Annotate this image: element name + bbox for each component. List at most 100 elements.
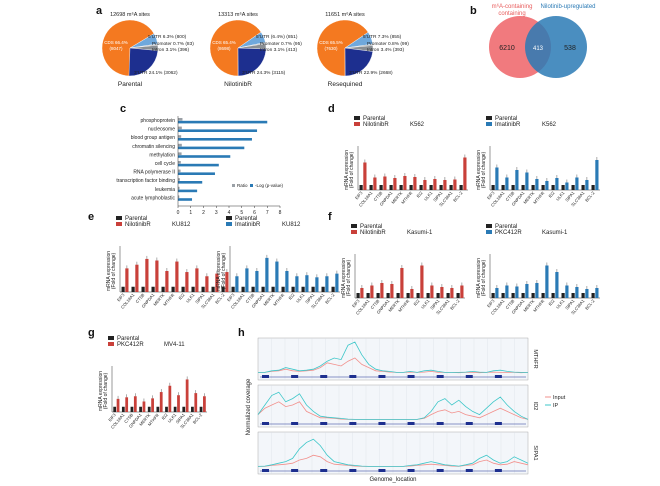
gene-exon (291, 375, 299, 378)
bar-parental (251, 286, 255, 292)
bar-resistant (585, 289, 589, 298)
c-x-tick-label: 1 (189, 210, 192, 216)
bar-parental (551, 185, 555, 190)
bar-gene-label: BCL-2 (452, 190, 464, 203)
legend-resistant: NilotinibR (363, 122, 389, 128)
bar-resistant (145, 258, 149, 292)
panel-h-coverage: MTHFR ID2 SIPA1 Normalized coverage Genome_l… (246, 337, 566, 483)
gene-exon (465, 375, 473, 378)
bar-y-label-2: (Fold of change) (111, 252, 117, 289)
bar-gene-label: EIF3 (116, 292, 126, 303)
bar-gene-label: SIPA1 (432, 190, 444, 203)
bar-parental (446, 293, 450, 298)
bar-resistant (575, 177, 579, 190)
c-category-label: cell cycle (155, 161, 176, 167)
bar-resistant (168, 385, 172, 412)
c-bar-ratio (178, 161, 181, 164)
bar-resistant (285, 271, 289, 292)
bar-resistant (460, 285, 464, 298)
bar-gene-label: ID2 (547, 298, 555, 307)
bar-gene-label: EIF3 (486, 190, 496, 201)
ip-line (257, 391, 529, 420)
bar-panel-title: KU812 (282, 222, 301, 228)
bar-resistant (275, 261, 279, 292)
bar-y-label-2: (Fold of change) (481, 151, 487, 188)
c-x-tick-label: 7 (266, 210, 269, 216)
legend-swatch-parental (108, 336, 114, 340)
bar-resistant (225, 272, 229, 292)
pie-slice-cds (316, 19, 369, 77)
bar-resistant (595, 288, 599, 298)
bar-resistant (545, 181, 549, 190)
legend-resistant: NilotinibR (360, 230, 386, 236)
bar-parental (581, 185, 585, 190)
bar-gene-label: ULK1 (555, 190, 566, 202)
bar-parental (281, 286, 285, 292)
bar-resistant (515, 286, 519, 298)
bar-parental (591, 185, 595, 190)
bar-resistant (325, 276, 329, 292)
bar-resistant (245, 268, 249, 292)
gene-exon (407, 422, 415, 425)
bar-parental (429, 185, 433, 190)
bar-resistant (155, 260, 159, 292)
pie-label-cds: CDS 66.4% (104, 40, 128, 45)
bar-parental (271, 286, 275, 292)
bar-resistant (545, 265, 549, 298)
bar-resistant (525, 172, 529, 190)
c-bar-ratio (178, 195, 180, 198)
bar-resistant (410, 289, 414, 298)
bar-parental (182, 406, 186, 412)
c-bar-ratio (178, 126, 182, 130)
bar-resistant (265, 257, 269, 292)
venn-left-label: m⁶A-containing (492, 3, 533, 10)
c-category-label: chromatin silencing (132, 144, 175, 150)
legend-parental: Parental (363, 116, 385, 122)
gene-exon (291, 469, 299, 472)
bar-resistant (535, 179, 539, 190)
bar-parental (121, 406, 125, 412)
legend-swatch-parental (351, 224, 357, 228)
bar-parental (366, 293, 370, 298)
c-bar-ratio (178, 178, 180, 181)
legend-parental: Parental (117, 336, 139, 342)
pie-cell-label: NilotinibR (224, 81, 252, 88)
bar-parental (386, 293, 390, 298)
pie-label-intron: Intron 3.4% (393) (367, 47, 404, 53)
bar-parental (165, 406, 168, 412)
bar-panel-title: KU812 (172, 222, 191, 228)
gene-exon (320, 422, 328, 425)
bar-resistant (135, 264, 139, 292)
bar-resistant (585, 180, 589, 190)
panel-letter-d: d (328, 103, 335, 115)
bar-parental (456, 293, 460, 298)
legend-swatch-resistant (486, 122, 492, 126)
bar-parental (130, 406, 134, 412)
panel-letter-b: b (470, 5, 477, 17)
c-bar-ratio (178, 143, 182, 147)
bar-gene-label: ULK1 (185, 292, 196, 304)
legend-swatch-parental (486, 116, 492, 120)
bar-resistant (495, 288, 499, 298)
c-category-label: RNA polymerase II (133, 170, 175, 176)
bar-resistant (450, 288, 454, 298)
venn-left-count: 6210 (499, 45, 515, 52)
bar-gene-label: BCL-2 (449, 298, 461, 311)
gene-exon (465, 422, 473, 425)
bar-resistant (393, 178, 397, 190)
pie-label-promoter: Promoter 0.7% (83) (152, 41, 194, 47)
pie-label-cds: CDS 65.4% (212, 40, 236, 45)
bar-resistant (565, 182, 569, 190)
bar-resistant (305, 275, 309, 292)
bar-resistant (370, 285, 374, 298)
pie-label-promoter: Promoter 0.7% (95) (260, 41, 302, 47)
bar-parental (181, 286, 185, 292)
bar-resistant (595, 160, 599, 190)
bar-gene-label: BCL-2 (584, 190, 596, 203)
bar-parental (173, 406, 177, 412)
bar-parental (571, 185, 575, 190)
c-bar-ratio (178, 118, 183, 121)
pie-slice-cds (209, 19, 262, 77)
bar-parental (541, 185, 545, 190)
